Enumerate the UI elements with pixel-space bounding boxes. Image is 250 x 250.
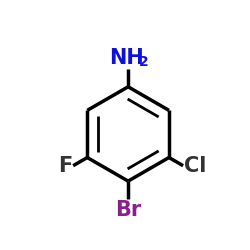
- Text: F: F: [58, 156, 72, 176]
- Text: Br: Br: [115, 200, 141, 220]
- Text: Cl: Cl: [184, 156, 207, 176]
- Text: 2: 2: [139, 54, 149, 68]
- Text: NH: NH: [109, 48, 144, 68]
